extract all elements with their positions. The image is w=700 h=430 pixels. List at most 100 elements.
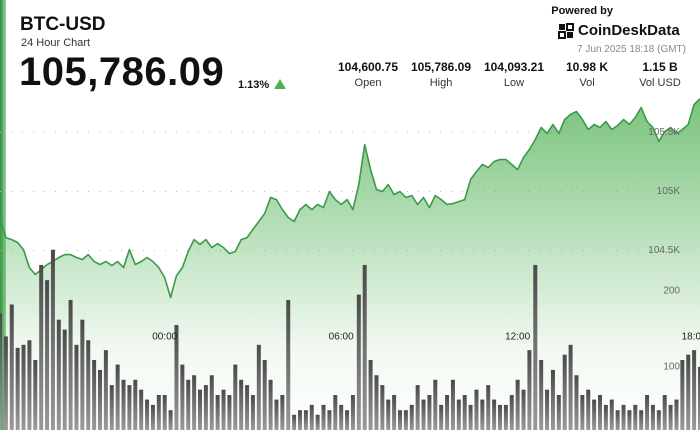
y-tick-label: 200 bbox=[663, 285, 680, 296]
volume-bar bbox=[303, 410, 308, 430]
stat-label: Vol USD bbox=[639, 77, 681, 89]
price-line bbox=[0, 98, 700, 299]
change: 1.13% bbox=[238, 79, 270, 91]
volume-bar bbox=[103, 350, 108, 430]
volume-bar bbox=[562, 354, 567, 430]
volume-bar bbox=[380, 385, 385, 430]
volume-bar bbox=[433, 379, 438, 430]
up-arrow bbox=[274, 79, 286, 89]
volume-bar bbox=[56, 319, 61, 430]
volume-bar bbox=[245, 385, 250, 430]
volume-bar bbox=[133, 379, 138, 430]
volume-bar bbox=[350, 395, 355, 430]
volume-bar bbox=[3, 336, 8, 430]
volume-bar bbox=[27, 340, 32, 430]
volume-bar bbox=[392, 395, 397, 430]
volume-bar bbox=[180, 364, 185, 430]
brand-name: CoinDeskData bbox=[578, 22, 680, 39]
volume-bar bbox=[645, 395, 650, 430]
volume-bar bbox=[509, 395, 514, 430]
volume-bar bbox=[633, 404, 638, 430]
volume-bar bbox=[539, 360, 544, 430]
subtitle: 24 Hour Chart bbox=[21, 37, 91, 49]
volume-bar bbox=[598, 395, 602, 430]
volume-bar bbox=[309, 404, 314, 430]
volume-bar bbox=[286, 299, 291, 430]
volume-bar bbox=[445, 395, 450, 430]
stat-value: 105,786.09 bbox=[410, 60, 472, 74]
volume-bar bbox=[386, 399, 391, 430]
volume-bar bbox=[203, 385, 208, 430]
stat-value: 104,093.21 bbox=[483, 60, 545, 74]
volume-bar bbox=[650, 404, 655, 430]
volume-bar bbox=[45, 280, 50, 430]
volume-bar bbox=[92, 360, 97, 430]
volume-bar bbox=[521, 389, 526, 430]
volume-bar bbox=[256, 344, 261, 430]
volume-bar bbox=[209, 375, 214, 430]
volume-bar bbox=[315, 414, 320, 430]
x-tick-label: 18:00 bbox=[682, 332, 700, 343]
volume-bar bbox=[456, 399, 461, 430]
volume-bar bbox=[162, 395, 167, 430]
volume-bar bbox=[639, 410, 644, 430]
volume-bar bbox=[686, 354, 691, 430]
stat: 1.15 B Vol USD bbox=[620, 60, 700, 89]
volume-bar bbox=[621, 404, 626, 430]
stat: 105,786.09 High bbox=[401, 60, 481, 89]
volume-bar bbox=[450, 379, 455, 430]
volume-bar bbox=[503, 404, 508, 430]
volume-bar bbox=[268, 379, 273, 430]
volume-bar bbox=[421, 399, 426, 430]
y-tick-label: 104.5K bbox=[648, 245, 680, 256]
volume-bar bbox=[427, 395, 432, 430]
volume-bar bbox=[50, 249, 55, 430]
volume-bar bbox=[9, 304, 14, 430]
volume-bar bbox=[0, 313, 2, 430]
volume-bar bbox=[374, 375, 379, 430]
volume-bar bbox=[239, 379, 244, 430]
y-tick-label: 100 bbox=[663, 362, 680, 373]
volume-bar bbox=[586, 389, 591, 430]
stat: 104,600.75 Open bbox=[328, 60, 408, 89]
volume-bar bbox=[333, 395, 338, 430]
stat-label: Open bbox=[354, 77, 382, 89]
symbol: BTC-USD bbox=[20, 14, 106, 35]
volume-bar bbox=[62, 329, 67, 430]
volume-bar bbox=[121, 379, 126, 430]
volume-bar bbox=[415, 385, 420, 430]
volume-bar bbox=[98, 369, 102, 430]
volume-bar bbox=[515, 379, 520, 430]
volume-bar bbox=[292, 414, 297, 430]
stat-value: 104,600.75 bbox=[337, 60, 399, 74]
volume-bar bbox=[580, 395, 585, 430]
volume-bar bbox=[362, 264, 367, 430]
volume-bar bbox=[627, 410, 632, 430]
volume-bar bbox=[498, 404, 502, 430]
stat-label: High bbox=[429, 77, 453, 89]
volume-bar bbox=[74, 344, 79, 430]
volume-bar bbox=[568, 344, 573, 430]
volume-bar bbox=[262, 360, 267, 430]
volume-bar bbox=[139, 389, 144, 430]
stat-value: 10.98 K bbox=[565, 60, 609, 74]
volume-bar bbox=[250, 395, 255, 430]
volume-bar bbox=[409, 404, 414, 430]
stat-label: Vol bbox=[579, 77, 595, 89]
powered-by: Powered by bbox=[551, 5, 613, 17]
volume-bar bbox=[233, 364, 238, 430]
volume-bar bbox=[656, 410, 661, 430]
volume-bar bbox=[674, 399, 679, 430]
volume-bar bbox=[609, 399, 614, 430]
volume-bar bbox=[474, 389, 479, 430]
volume-bar bbox=[298, 410, 302, 430]
y-tick-label: 105K bbox=[657, 186, 681, 197]
volume-bar bbox=[662, 395, 667, 430]
volume-bar bbox=[345, 410, 350, 430]
volume-bar bbox=[192, 375, 197, 430]
stat-value: 1.15 B bbox=[642, 60, 678, 74]
volume-bar bbox=[680, 360, 685, 430]
volume-bar bbox=[109, 385, 114, 430]
volume-bar bbox=[15, 347, 20, 430]
